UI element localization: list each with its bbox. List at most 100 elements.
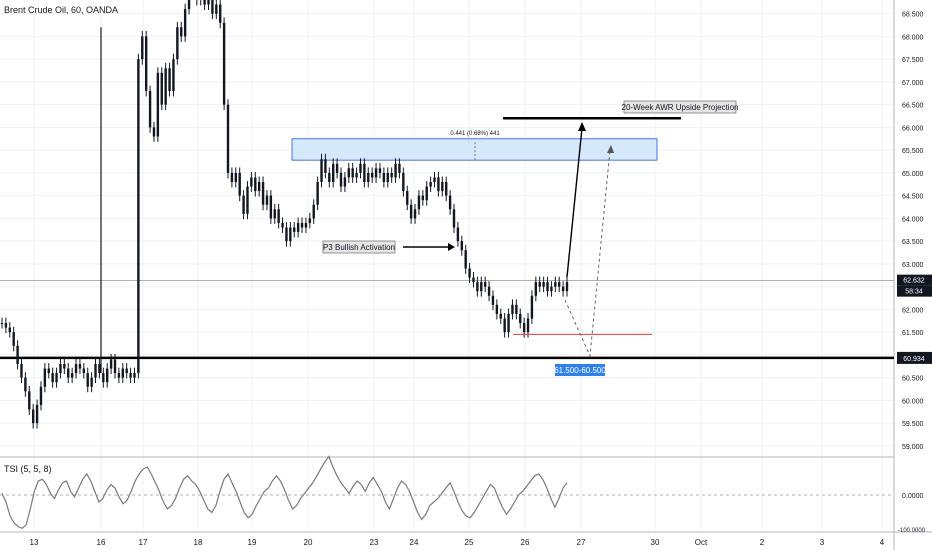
candle-body — [515, 304, 518, 314]
candle-body — [445, 182, 448, 196]
candle-body — [164, 68, 167, 105]
projection-label: 20-Week AWR Upside Projection — [622, 103, 739, 112]
y-tick-label: 65.000 — [902, 171, 924, 178]
candle-body — [281, 222, 284, 228]
candle-body — [300, 222, 304, 228]
tsi-tick-label: 0.0000 — [902, 493, 924, 500]
activation-label: P3 Bullish Activation — [323, 243, 395, 252]
candle-body — [565, 282, 569, 292]
candle-body — [367, 172, 370, 182]
candle-body — [168, 68, 171, 91]
candle-body — [98, 364, 101, 374]
candle-body — [238, 172, 241, 196]
candle-body — [550, 286, 553, 292]
candle-body — [390, 172, 393, 178]
candle-body — [472, 277, 475, 283]
candle-body — [242, 195, 245, 214]
candle-body — [230, 172, 234, 182]
candle-body — [180, 27, 183, 37]
candle-body — [261, 182, 265, 205]
candle-body — [39, 386, 43, 405]
candle-body — [464, 250, 467, 269]
candle-body — [106, 368, 109, 383]
candle-body — [558, 282, 561, 287]
candle-body — [437, 177, 440, 192]
candle-body — [480, 282, 483, 292]
activation-label-box — [322, 240, 396, 254]
candle-body — [246, 186, 249, 214]
candle-body — [211, 0, 214, 14]
current-price-label: 62.632 — [903, 278, 925, 285]
x-tick-label: 30 — [651, 538, 660, 547]
candle-body — [343, 177, 347, 187]
x-tick-label: 23 — [370, 538, 379, 547]
candle-body — [137, 59, 140, 374]
candle-body — [16, 345, 19, 364]
zone-range-label: 0.441 (0.68%) 441 — [450, 131, 500, 137]
candle-body — [82, 368, 86, 374]
y-tick-label: 64.000 — [902, 216, 924, 223]
candle-body — [382, 172, 386, 182]
x-tick-label: 17 — [139, 538, 148, 547]
dashed-scenario-path — [564, 149, 611, 358]
candle-body — [250, 177, 253, 187]
x-tick-label: 18 — [194, 538, 203, 547]
x-tick-label: 24 — [410, 538, 419, 547]
candle-body — [94, 364, 97, 378]
candle-body — [417, 195, 421, 210]
candle-body — [363, 163, 366, 182]
x-tick-label: 4 — [880, 538, 885, 547]
candle-body — [176, 27, 179, 60]
current-price-badge — [897, 274, 932, 286]
x-tick-label: Oct — [695, 538, 708, 547]
y-tick-label: 60.000 — [902, 398, 924, 405]
candle-body — [378, 168, 382, 173]
candle-body — [460, 241, 463, 251]
candle-body — [31, 409, 35, 424]
candle-body — [63, 364, 66, 369]
candle-body — [285, 227, 288, 242]
candle-body — [215, 4, 218, 14]
y-tick-label: 62.000 — [902, 307, 924, 314]
y-tick-label: 67.500 — [902, 57, 924, 64]
projection-arrowhead — [578, 122, 586, 131]
candle-body — [530, 295, 534, 319]
candle-body — [172, 59, 175, 91]
chart-title: Brent Crude Oil, 60, OANDA — [4, 5, 119, 15]
candle-body — [86, 373, 89, 387]
y-tick-label: 59.500 — [902, 421, 924, 428]
candle-body — [320, 159, 323, 182]
countdown-badge — [897, 285, 932, 297]
candle-body — [129, 373, 132, 378]
countdown-label: 58:34 — [905, 289, 923, 296]
candle-body — [121, 368, 124, 378]
candle-body — [304, 222, 308, 228]
tsi-line — [1, 455, 568, 530]
x-tick-label: 13 — [30, 538, 39, 547]
projection-arrow — [566, 127, 583, 278]
candle-body — [20, 364, 23, 378]
candle-body — [74, 364, 78, 374]
candle-body — [351, 168, 354, 178]
candle-body — [522, 323, 526, 333]
candle-body — [24, 377, 27, 392]
x-tick-label: 19 — [248, 538, 257, 547]
candle-body — [499, 313, 502, 319]
tsi-title: TSI (5, 5, 8) — [4, 464, 52, 474]
tsi-tick-label: -100.0000 — [898, 528, 926, 534]
candle-body — [483, 282, 487, 287]
candle-body — [289, 227, 292, 242]
x-tick-label: 3 — [820, 538, 825, 547]
y-tick-label: 68.500 — [902, 12, 924, 19]
candle-body — [374, 168, 378, 178]
candle-body — [160, 72, 163, 105]
projection-label-box — [623, 100, 737, 114]
candle-body — [12, 332, 15, 346]
y-tick-label: 63.000 — [902, 262, 924, 269]
candle-body — [219, 4, 222, 23]
candle-body — [28, 391, 31, 410]
candle-body — [316, 182, 319, 205]
candle-body — [495, 304, 499, 314]
candle-body — [78, 364, 82, 369]
